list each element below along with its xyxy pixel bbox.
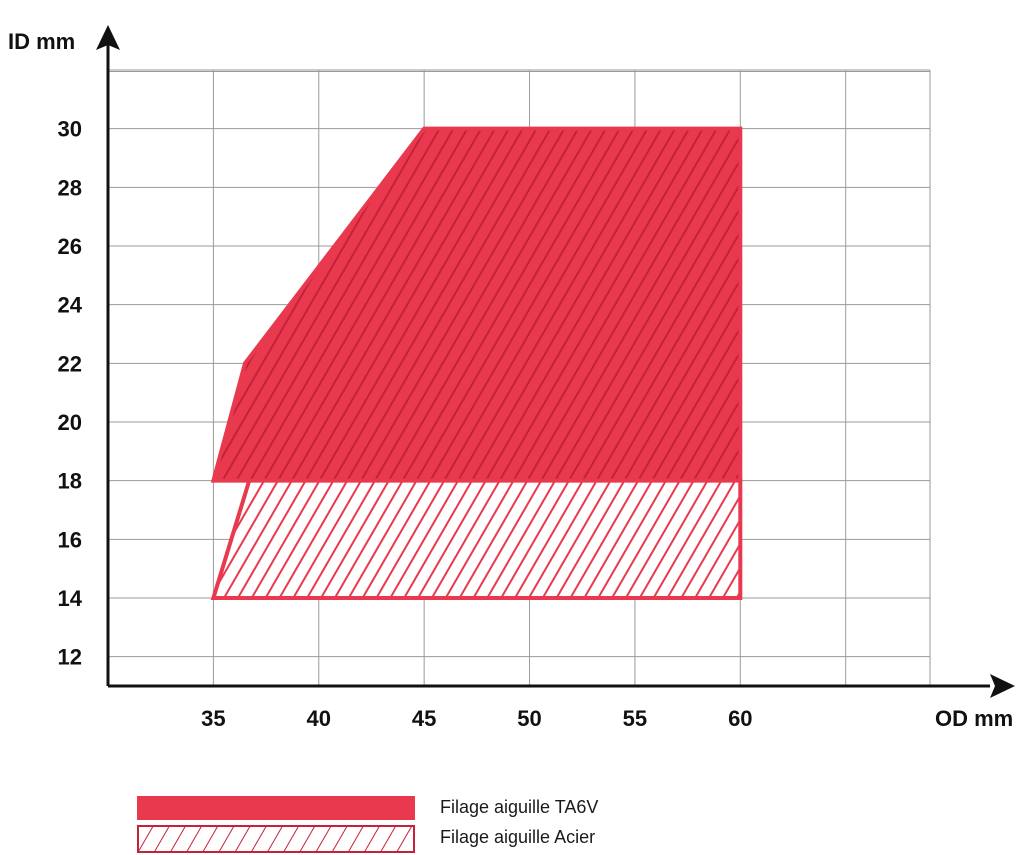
- legend-label-acier: Filage aiguille Acier: [440, 827, 596, 847]
- x-tick-label: 40: [307, 706, 331, 731]
- y-axis-arrow: [96, 25, 120, 50]
- x-axis-arrow: [990, 674, 1015, 698]
- y-tick-label: 22: [58, 351, 82, 376]
- y-tick-label: 30: [58, 117, 82, 142]
- y-tick-label: 24: [58, 293, 83, 318]
- y-tick-label: 16: [58, 527, 82, 552]
- y-axis-title: ID mm: [8, 29, 75, 54]
- x-axis-title: OD mm: [935, 706, 1013, 731]
- y-tick-label: 26: [58, 234, 82, 259]
- legend-label-ta6v: Filage aiguille TA6V: [440, 797, 599, 817]
- data-areas: [210, 126, 743, 600]
- area-acier: [210, 478, 743, 600]
- x-tick-label: 60: [728, 706, 752, 731]
- x-tick-label: 35: [201, 706, 225, 731]
- y-tick-label: 28: [58, 175, 82, 200]
- area-ta6v: [210, 126, 743, 483]
- legend-swatch-acier: [137, 825, 415, 853]
- tick-labels: 12 14 16 18 20 22 24 26 28 30 35 40 45 50 55 60: [58, 117, 753, 731]
- legend-swatch-ta6v: [137, 796, 415, 820]
- y-tick-label: 14: [58, 586, 83, 611]
- y-tick-label: 20: [58, 410, 82, 435]
- y-tick-label: 18: [58, 469, 82, 494]
- x-tick-label: 45: [412, 706, 436, 731]
- x-tick-label: 50: [517, 706, 541, 731]
- x-tick-label: 55: [623, 706, 647, 731]
- y-tick-label: 12: [58, 645, 82, 670]
- axes: [96, 25, 1015, 698]
